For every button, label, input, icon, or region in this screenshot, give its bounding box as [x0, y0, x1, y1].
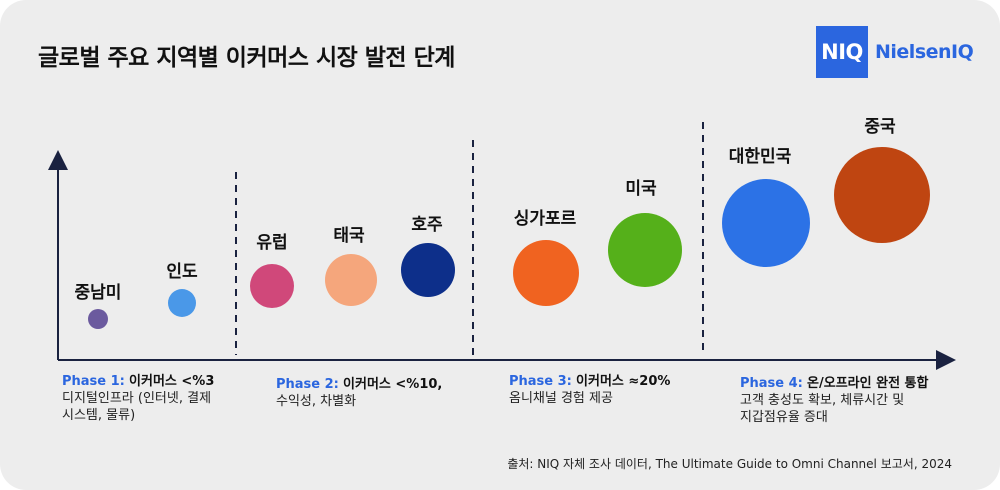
- phase-desc-line: 옴니채널 경험 제공: [509, 391, 613, 406]
- bubble-singapore: [513, 240, 579, 306]
- bubble-thailand: [325, 254, 377, 306]
- label-australia: 호주: [411, 215, 443, 235]
- niq-logo: NIQ NielsenIQ: [816, 26, 974, 78]
- bubble-australia: [401, 243, 455, 297]
- phase-label: Phase 3:: [509, 374, 572, 389]
- label-singapore: 싱가포르: [514, 209, 577, 229]
- phase-headline: 이커머스 <%3: [129, 374, 215, 389]
- phase-desc-line: 시스템, 물류): [62, 408, 136, 423]
- phase-desc-line: 디지털인프라 (인터넷, 결제: [62, 391, 212, 406]
- label-latin-america: 중남미: [75, 283, 122, 303]
- phase-desc-line: 고객 충성도 확보, 체류시간 및: [740, 393, 905, 408]
- phase-3-caption: Phase 3: 이커머스 ≈20% 옴니채널 경험 제공: [509, 373, 670, 407]
- bubble-china: [834, 147, 930, 243]
- label-usa: 미국: [625, 179, 657, 199]
- label-china: 중국: [864, 117, 896, 137]
- phase-2-caption: Phase 2: 이커머스 <%10, 수익성, 차별화: [276, 376, 442, 410]
- bubble-europe: [250, 264, 294, 308]
- label-korea: 대한민국: [729, 147, 792, 167]
- bubble-india: [168, 289, 196, 317]
- phase-label: Phase 4:: [740, 376, 803, 391]
- label-thailand: 태국: [333, 226, 365, 246]
- phase-headline: 온/오프라인 완전 통합: [807, 376, 929, 391]
- phase-desc-line: 수익성, 차별화: [276, 394, 357, 409]
- phase-headline: 이커머스 ≈20%: [576, 374, 671, 389]
- phase-4-caption: Phase 4: 온/오프라인 완전 통합 고객 충성도 확보, 체류시간 및 …: [740, 375, 928, 426]
- label-europe: 유럽: [256, 233, 287, 253]
- bubble-korea: [722, 179, 810, 267]
- logo-mark: NIQ: [816, 26, 868, 78]
- phase-label: Phase 1:: [62, 374, 125, 389]
- source-note: 출처: NIQ 자체 조사 데이터, The Ultimate Guide to…: [507, 457, 952, 471]
- phase-desc-line: 지갑점유율 증대: [740, 410, 828, 425]
- phase-label: Phase 2:: [276, 377, 339, 392]
- phase-1-caption: Phase 1: 이커머스 <%3 디지털인프라 (인터넷, 결제 시스템, 물…: [62, 373, 214, 424]
- logo-text: NielsenIQ: [875, 41, 974, 63]
- phase-headline: 이커머스 <%10,: [343, 377, 443, 392]
- bubble-usa: [608, 213, 682, 287]
- bubble-latin-america: [88, 309, 108, 329]
- label-india: 인도: [166, 262, 198, 282]
- page-title: 글로벌 주요 지역별 이커머스 시장 발전 단계: [38, 45, 455, 71]
